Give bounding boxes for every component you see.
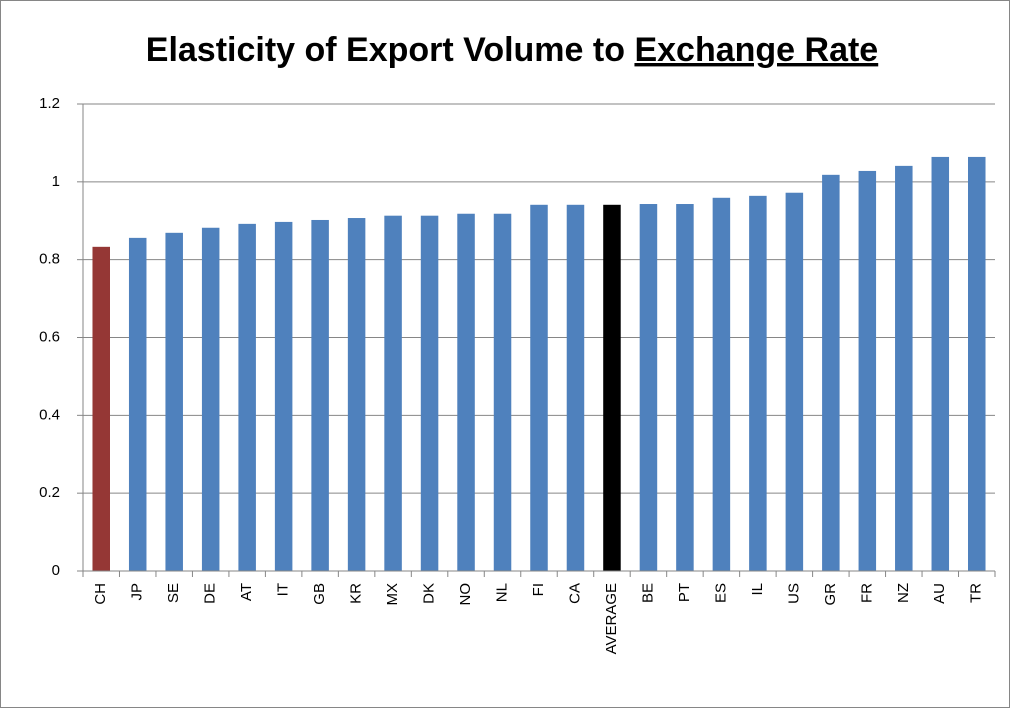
y-tick-label: 0.4 <box>39 406 60 423</box>
bar <box>201 227 220 571</box>
x-tick-label: FI <box>530 583 547 596</box>
x-tick-label: AVERAGE <box>603 583 620 654</box>
x-tick-label: FR <box>858 583 875 603</box>
x-tick-label: CH <box>92 583 109 605</box>
x-tick-label: NO <box>457 583 474 606</box>
x-tick-label: DK <box>421 583 438 604</box>
x-tick-label: US <box>785 583 802 604</box>
y-tick-label: 0.2 <box>39 484 60 501</box>
bar <box>639 204 658 571</box>
bar <box>384 215 402 571</box>
x-tick-label: IT <box>275 583 292 596</box>
bar <box>822 174 840 571</box>
x-tick-label: KR <box>348 583 365 604</box>
x-tick-label: PT <box>676 583 693 602</box>
chart-title: Elasticity of Export Volume to Exchange … <box>146 31 878 69</box>
bar <box>968 156 986 571</box>
x-tick-label: CA <box>566 583 583 604</box>
bar <box>749 195 767 572</box>
y-tick-label: 1.2 <box>39 95 60 112</box>
x-tick-label: BE <box>639 583 656 603</box>
bar <box>274 221 293 572</box>
x-tick-label: GR <box>822 583 839 606</box>
bar <box>785 192 804 572</box>
x-tick-label: AU <box>931 583 948 604</box>
title-part: Elasticity of Export Volume to <box>146 31 625 69</box>
x-tick-label: DE <box>202 583 219 604</box>
bar <box>128 237 147 571</box>
y-tick-label: 0.8 <box>39 251 60 268</box>
x-tick-label: SE <box>165 583 182 603</box>
x-tick-label: AT <box>238 583 255 601</box>
bar <box>530 204 548 571</box>
y-tick-label: 1 <box>52 173 60 190</box>
bar <box>238 223 256 571</box>
bar <box>347 218 366 572</box>
bar <box>420 215 439 571</box>
bar <box>92 246 110 572</box>
bar <box>712 197 731 571</box>
bar <box>457 213 475 571</box>
x-tick-label: NL <box>493 583 510 602</box>
bar <box>311 219 329 571</box>
bar <box>858 170 877 572</box>
x-tick-label: ES <box>712 583 729 603</box>
bar <box>676 204 694 571</box>
y-tick-label: 0 <box>52 562 60 579</box>
bar <box>493 213 512 571</box>
bar <box>603 204 621 571</box>
title-underlined: Exchange Rate <box>634 31 878 69</box>
x-tick-label: JP <box>129 583 146 601</box>
x-tick-label: MX <box>384 583 401 606</box>
bar <box>566 204 585 571</box>
x-tick-label: NZ <box>895 583 912 603</box>
bar <box>165 232 183 572</box>
x-tick-label: TR <box>968 583 985 603</box>
bar <box>895 165 913 571</box>
x-tick-label: IL <box>749 583 766 596</box>
y-tick-label: 0.6 <box>39 328 60 345</box>
x-tick-label: GB <box>311 583 328 605</box>
bar <box>931 156 950 571</box>
